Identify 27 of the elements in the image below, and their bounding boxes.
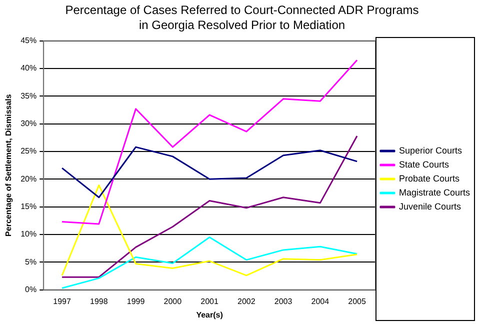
legend-label: Juvenile Courts — [398, 201, 462, 212]
x-tick-label: 2000 — [164, 296, 182, 306]
y-tick-label: 30% — [20, 119, 37, 128]
legend-label: Superior Courts — [398, 145, 462, 156]
x-axis-title: Year(s) — [196, 310, 224, 320]
chart-title: Percentage of Cases Referred to Court-Connected ADR Programs in Georgia Resolved Prior to Mediation — [64, 3, 420, 33]
legend-label: State Courts — [398, 159, 450, 170]
legend-label: Magistrate Courts — [398, 187, 470, 198]
x-tick-label: 1999 — [126, 296, 146, 306]
x-tick-label: 2005 — [348, 296, 366, 306]
x-tick-label: 1998 — [90, 296, 108, 306]
x-tick-label: 2003 — [274, 296, 293, 306]
x-tick-label: 2001 — [200, 296, 219, 306]
x-tick-label: 2004 — [311, 296, 330, 306]
y-tick-label: 35% — [20, 91, 37, 100]
y-tick-label: 25% — [20, 146, 37, 156]
y-tick-label: 20% — [20, 174, 37, 184]
y-tick-label: 0% — [25, 285, 37, 294]
y-axis-title: Percentage of Settlement, Dismissals — [4, 94, 14, 236]
x-tick-label: 1997 — [53, 296, 72, 306]
y-tick-label: 15% — [20, 202, 37, 212]
x-tick-label: 2002 — [238, 296, 256, 306]
y-tick-label: 40% — [20, 64, 37, 73]
y-tick-label: 45% — [20, 36, 37, 46]
y-tick-label: 5% — [25, 257, 37, 266]
legend-label: Probate Courts — [398, 173, 460, 184]
y-tick-label: 10% — [20, 230, 37, 239]
